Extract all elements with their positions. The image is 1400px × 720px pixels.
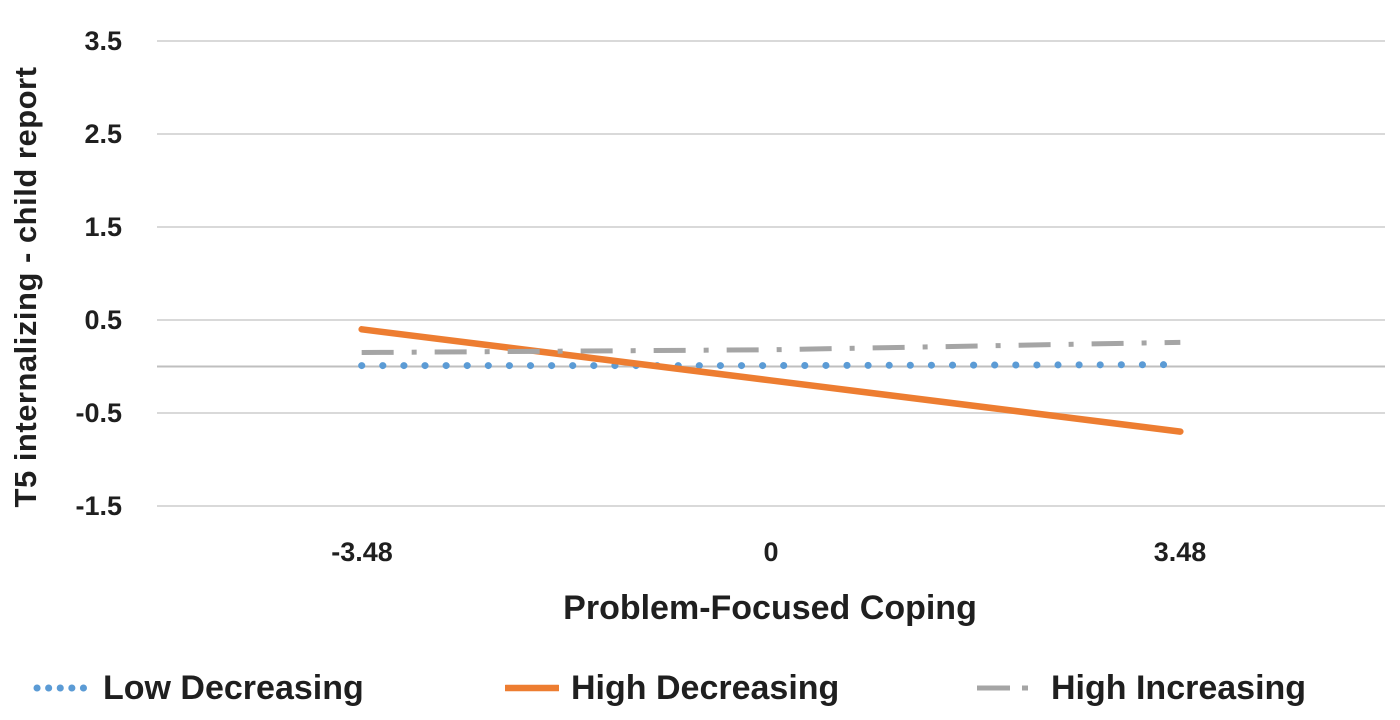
series-line-low-decreasing [358, 361, 1184, 370]
solid-line-swatch [505, 684, 559, 692]
x-tick-label: 3.48 [1153, 537, 1207, 567]
y-axis-title: T5 internalizing - child report [8, 66, 43, 508]
y-tick-label: 2.5 [84, 119, 122, 149]
y-tick-label: -0.5 [75, 398, 122, 428]
legend-label: Low Decreasing [103, 668, 364, 707]
legend-item-low-decreasing: Low Decreasing [33, 664, 364, 712]
dotted-line-swatch [33, 684, 91, 692]
y-tick-label: 0.5 [84, 305, 122, 335]
y-tick-label: -1.5 [75, 491, 122, 521]
series-line-high-decreasing [358, 326, 1184, 435]
legend-label: High Decreasing [571, 668, 840, 707]
x-tick-label: -3.48 [331, 537, 393, 567]
x-tick-label: 0 [763, 537, 779, 567]
y-tick-label: 1.5 [84, 212, 122, 242]
legend-item-high-decreasing: High Decreasing [505, 664, 839, 712]
legend-item-high-increasing: High Increasing [977, 664, 1306, 712]
y-tick-label: 3.5 [84, 26, 122, 56]
legend-label: High Increasing [1051, 668, 1307, 707]
dash-dot-line-swatch [977, 685, 1033, 691]
series-line-high-increasing [361, 339, 1181, 356]
x-axis-title: Problem-Focused Coping [563, 589, 977, 627]
